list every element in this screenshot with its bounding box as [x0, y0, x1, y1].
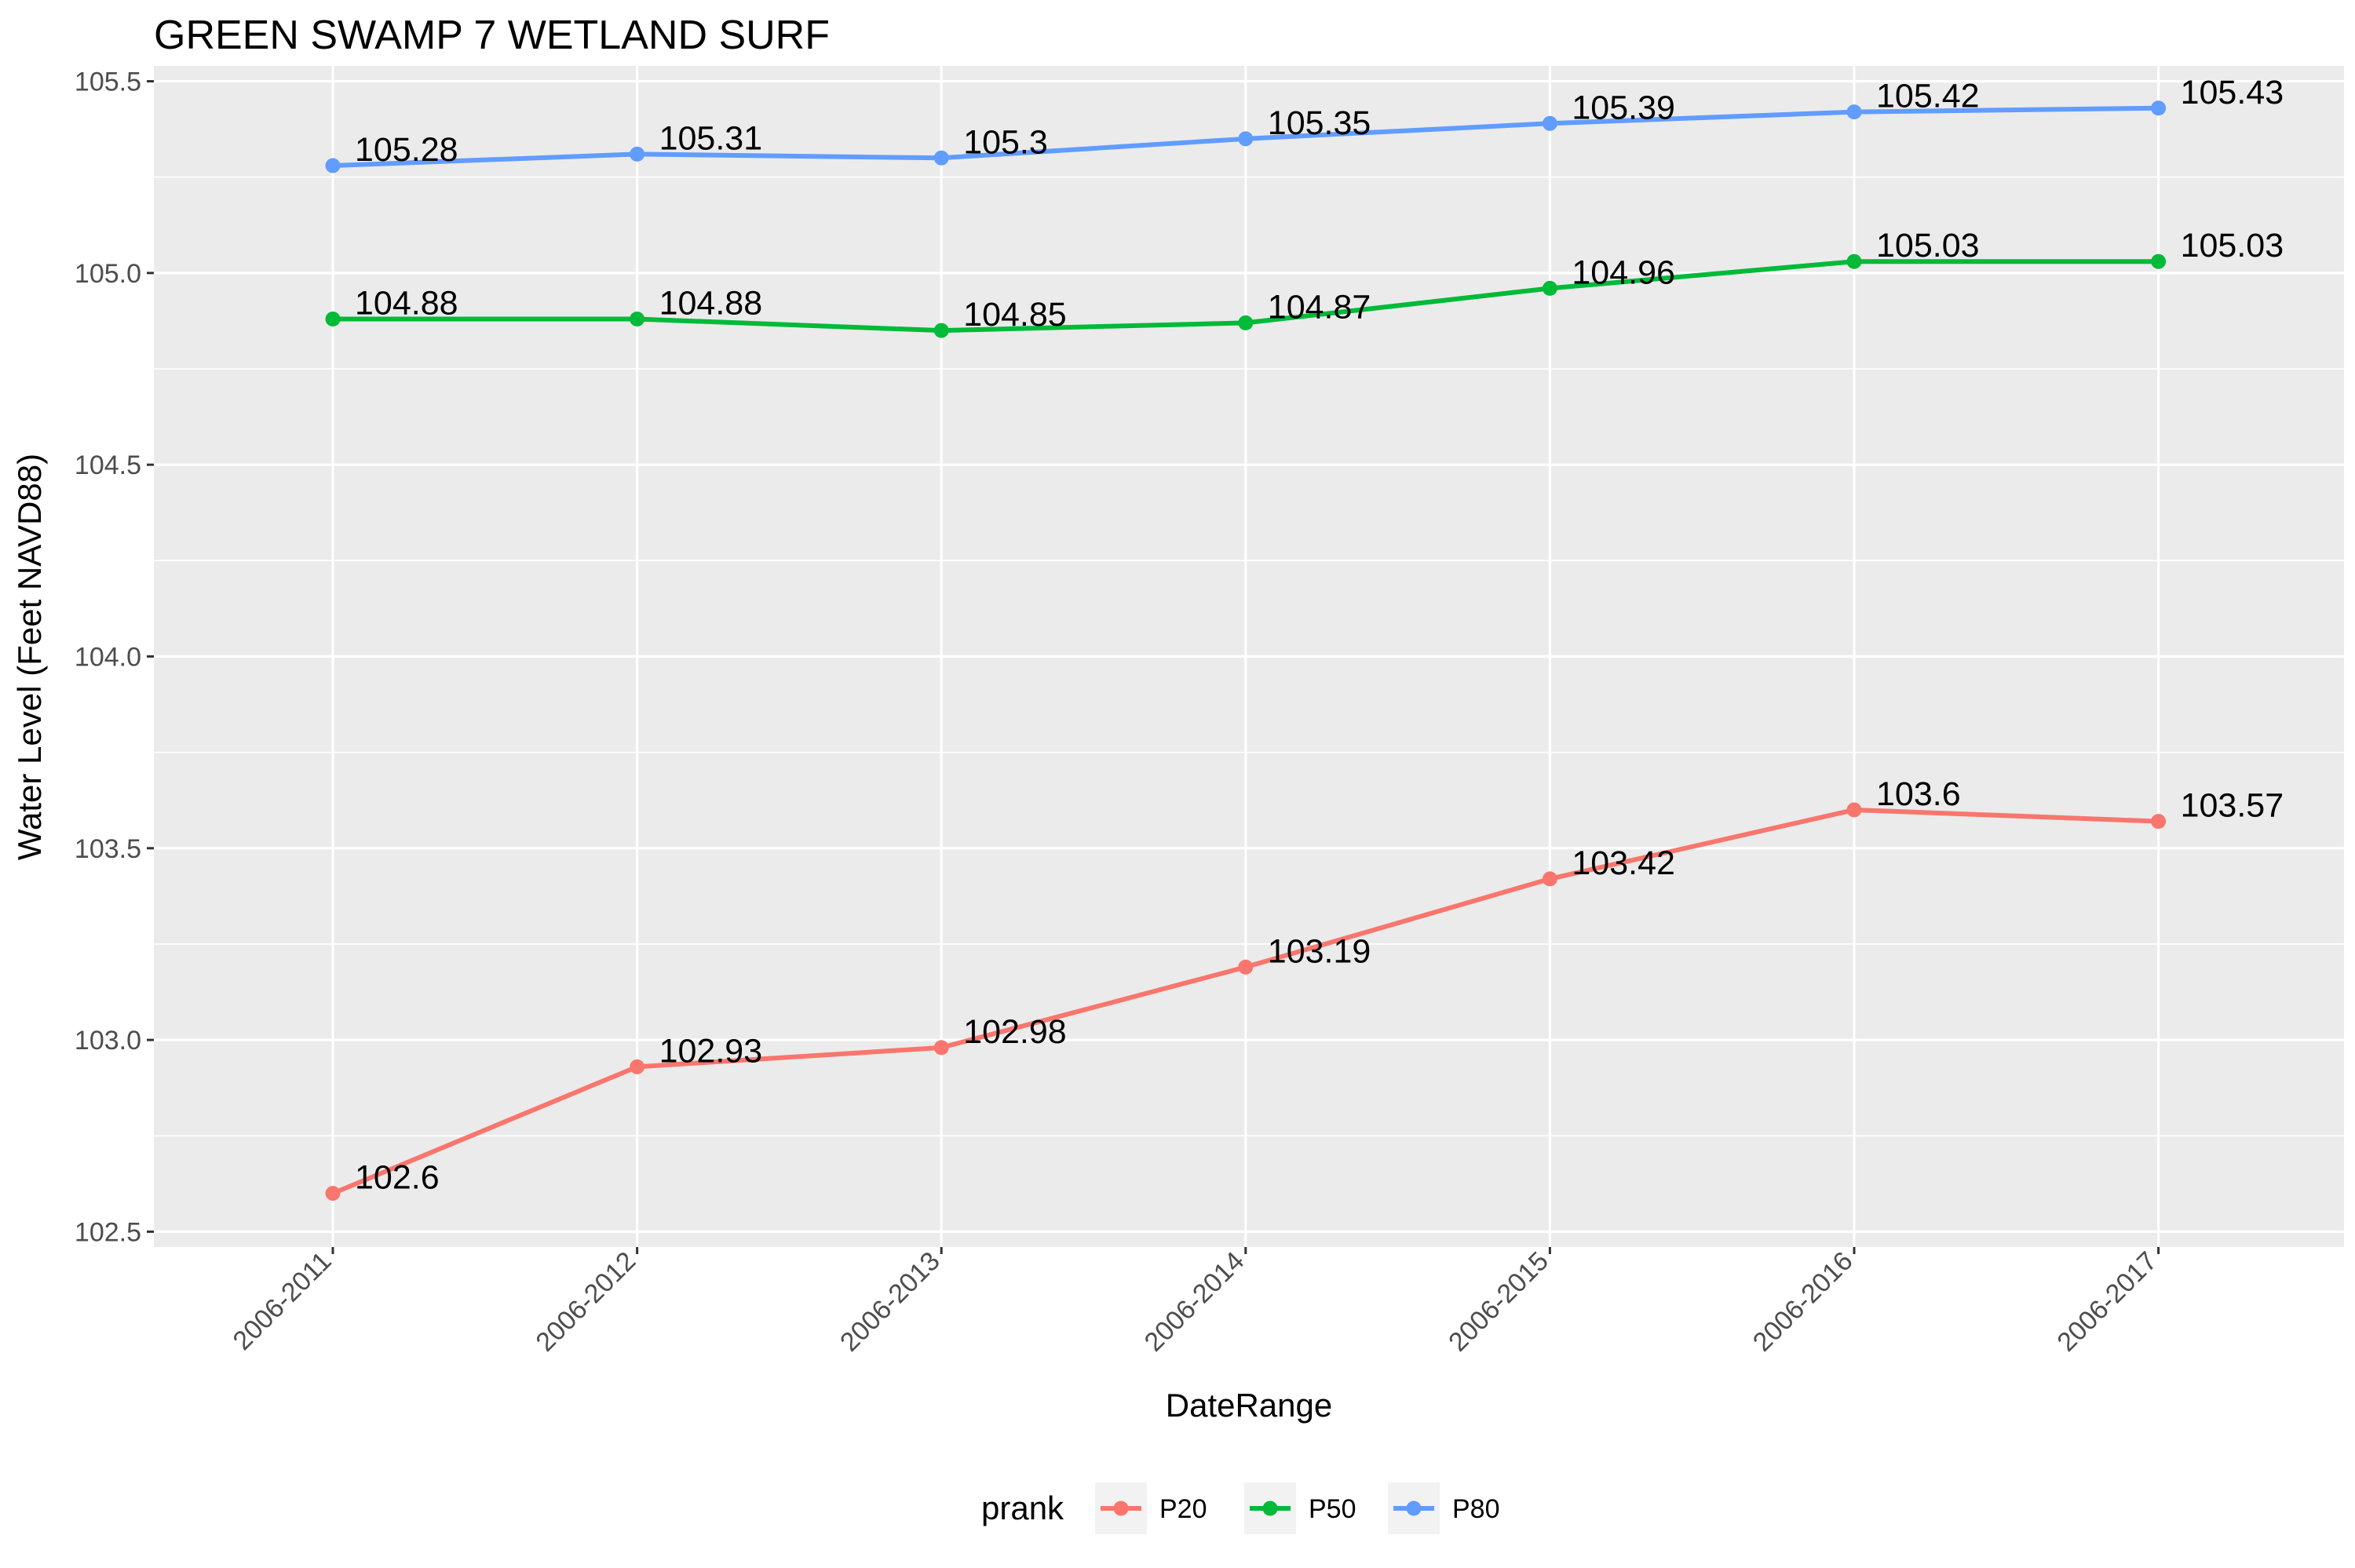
- x-axis: 2006-2011 2006-2012 2006-2013 2006-2014 2006…: [228, 1246, 2163, 1358]
- data-point-p80: [1542, 115, 1557, 131]
- data-point-p50: [325, 312, 341, 326]
- data-point-p50: [630, 312, 645, 326]
- legend-label-p80: P80: [1452, 1494, 1500, 1524]
- y-tick-label: 102.5: [75, 1217, 141, 1247]
- data-label-p80: 105.28: [355, 131, 458, 169]
- data-point-p50: [1238, 315, 1254, 330]
- legend-key-point-p20: [1113, 1501, 1129, 1516]
- data-point-p80: [630, 146, 645, 162]
- y-tick-label: 104.0: [75, 643, 141, 673]
- data-label-p50: 104.87: [1268, 288, 1371, 326]
- data-point-p80: [1238, 131, 1254, 147]
- data-point-p20: [325, 1186, 341, 1202]
- data-point-p20: [1846, 802, 1862, 818]
- data-label-p20: 102.6: [355, 1159, 440, 1197]
- data-label-p50: 104.88: [659, 285, 763, 323]
- legend-title: prank: [981, 1490, 1064, 1526]
- series-points: [325, 100, 2167, 1202]
- x-tick-label: 2006-2011: [228, 1246, 338, 1356]
- data-point-p20: [2151, 814, 2167, 830]
- x-tick-label: 2006-2015: [1443, 1246, 1554, 1358]
- legend-label-p20: P20: [1159, 1494, 1207, 1524]
- data-label-p80: 105.3: [963, 123, 1048, 161]
- data-label-p80: 105.31: [659, 119, 763, 157]
- data-label-p20: 102.98: [963, 1013, 1067, 1051]
- data-label-p50: 104.85: [963, 296, 1067, 334]
- data-point-p50: [933, 323, 949, 338]
- data-point-p80: [2151, 100, 2167, 116]
- data-point-p20: [933, 1040, 949, 1056]
- data-point-p20: [630, 1059, 645, 1074]
- data-point-p80: [933, 150, 949, 166]
- data-label-p50: 105.03: [2181, 227, 2284, 264]
- data-label-p20: 102.93: [659, 1032, 763, 1070]
- chart-title: GREEN SWAMP 7 WETLAND SURF: [154, 13, 830, 58]
- y-tick-label: 105.0: [75, 259, 141, 289]
- data-label-p50: 104.96: [1572, 253, 1675, 291]
- x-tick-label: 2006-2013: [834, 1246, 946, 1358]
- minor-gridlines: [154, 176, 2344, 1137]
- x-tick-label: 2006-2016: [1747, 1246, 1859, 1358]
- major-gridlines: [154, 66, 2344, 1247]
- data-label-p80: 105.43: [2181, 74, 2284, 111]
- y-tick-label: 105.5: [75, 67, 141, 97]
- data-label-p80: 105.39: [1572, 89, 1675, 126]
- x-tick-label: 2006-2012: [530, 1246, 641, 1358]
- legend-label-p50: P50: [1309, 1494, 1356, 1524]
- data-point-p80: [1846, 104, 1862, 120]
- data-point-p50: [1846, 253, 1862, 269]
- data-label-p20: 103.42: [1572, 844, 1675, 882]
- y-tick-label: 103.5: [75, 834, 141, 864]
- data-labels: 102.6 102.93 102.98 103.19 103.42 103.6 103.57…: [355, 74, 2284, 1197]
- data-point-p80: [325, 158, 341, 173]
- data-point-p20: [1542, 871, 1557, 887]
- x-axis-title: DateRange: [1166, 1387, 1332, 1424]
- data-label-p80: 105.42: [1876, 78, 1980, 115]
- x-tick-label: 2006-2017: [2051, 1246, 2163, 1358]
- legend-key-point-p80: [1406, 1501, 1422, 1516]
- data-label-p50: 105.03: [1876, 227, 1980, 264]
- data-point-p50: [1542, 280, 1557, 296]
- data-label-p20: 103.6: [1876, 775, 1961, 813]
- data-label-p20: 103.57: [2181, 787, 2284, 825]
- x-tick-label: 2006-2014: [1139, 1246, 1251, 1358]
- legend-key-point-p50: [1262, 1501, 1278, 1516]
- legend: prank P20 P50 P80: [981, 1482, 1500, 1534]
- data-point-p20: [1238, 959, 1254, 975]
- data-label-p20: 103.19: [1268, 932, 1371, 970]
- y-axis-title: Water Level (Feet NAVD88): [11, 454, 48, 860]
- y-tick-label: 103.0: [75, 1026, 141, 1056]
- data-label-p50: 104.88: [355, 285, 458, 323]
- y-tick-label: 104.5: [75, 450, 141, 480]
- data-label-p80: 105.35: [1268, 104, 1371, 142]
- data-point-p50: [2151, 253, 2167, 269]
- y-axis: 102.5 103.0 103.5 104.0 104.5 105.0 105.5: [75, 67, 154, 1247]
